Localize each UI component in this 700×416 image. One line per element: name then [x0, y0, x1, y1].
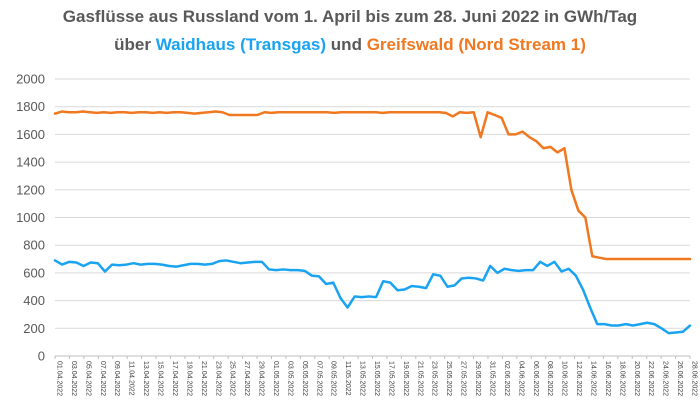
x-tick-label: 21.05.2022: [416, 361, 423, 396]
x-tick-label: 12.06.2022: [575, 361, 582, 396]
x-tick-label: 09.04.2022: [113, 361, 120, 396]
x-tick-label: 15.04.2022: [157, 361, 164, 396]
legend-waidhaus: Waidhaus (Transgas): [155, 35, 327, 54]
x-tick-label: 05.04.2022: [84, 361, 91, 396]
y-tick-label: 1600: [16, 127, 45, 142]
y-tick-label: 1800: [16, 99, 45, 114]
x-tick-label: 27.04.2022: [243, 361, 250, 396]
x-tick-label: 07.05.2022: [315, 361, 322, 396]
x-tick-label: 06.06.2022: [532, 361, 539, 396]
x-tick-label: 25.04.2022: [229, 361, 236, 396]
x-tick-label: 27.05.2022: [460, 361, 467, 396]
y-tick-label: 0: [38, 349, 45, 364]
x-tick-label: 11.05.2022: [344, 361, 351, 396]
series-line-greifswald: [53, 110, 692, 261]
x-tick-label: 16.06.2022: [604, 361, 611, 396]
x-tick-label: 08.06.2022: [546, 361, 553, 396]
x-tick-label: 07.04.2022: [99, 361, 106, 396]
x-tick-label: 13.05.2022: [359, 361, 366, 396]
x-tick-label: 29.05.2022: [474, 361, 481, 396]
title-prefix: über: [114, 35, 151, 54]
x-tick-label: 15.05.2022: [373, 361, 380, 396]
x-tick-label: 03.05.2022: [286, 361, 293, 396]
x-tick-label: 19.04.2022: [185, 361, 192, 396]
x-tick-label: 19.05.2022: [402, 361, 409, 396]
x-tick-label: 23.05.2022: [431, 361, 438, 396]
y-axis: 0 200 400 600 800 1000 1200 1400 1600 1800 2000: [16, 72, 45, 364]
x-tick-label: 01.04.2022: [56, 361, 63, 396]
x-tick-label: 25.05.2022: [445, 361, 452, 396]
x-tick-label: 20.06.2022: [633, 361, 640, 396]
x-tick-label: 03.04.2022: [70, 361, 77, 396]
x-tick-label: 05.05.2022: [301, 361, 308, 396]
x-axis: 01.04.2022 03.04.2022 05.04.2022 07.04.2022…: [54, 355, 698, 396]
y-tick-label: 600: [23, 265, 45, 280]
chart-title-line1: Gasflüsse aus Russland vom 1. April bis …: [62, 7, 638, 26]
y-tick-label: 1000: [16, 210, 45, 225]
x-tick-label: 28.06.2022: [691, 361, 698, 396]
chart-title-line2: über Waidhaus (Transgas) und Greifswald …: [0, 34, 700, 56]
y-tick-label: 200: [23, 321, 45, 336]
x-tick-label: 18.06.2022: [618, 361, 625, 396]
x-tick-label: 14.06.2022: [589, 361, 596, 396]
x-tick-label: 26.06.2022: [676, 361, 683, 396]
y-tick-label: 400: [23, 293, 45, 308]
x-tick-label: 04.06.2022: [517, 361, 524, 396]
x-tick-label: 24.06.2022: [662, 361, 669, 396]
x-tick-label: 11.04.2022: [128, 361, 135, 396]
series-lines: [53, 110, 692, 335]
x-tick-label: 29.04.2022: [258, 361, 265, 396]
y-tick-label: 1400: [16, 155, 45, 170]
x-tick-label: 17.04.2022: [171, 361, 178, 396]
title-and: und: [330, 35, 362, 54]
x-tick-label: 13.04.2022: [142, 361, 149, 396]
x-tick-label: 31.05.2022: [488, 361, 495, 396]
series-line-waidhaus: [53, 259, 692, 335]
grid-lines: [55, 78, 690, 357]
x-tick-label: 10.06.2022: [561, 361, 568, 396]
y-tick-label: 2000: [16, 72, 45, 87]
x-tick-label: 09.05.2022: [330, 361, 337, 396]
x-tick-label: 21.04.2022: [200, 361, 207, 396]
y-tick-label: 800: [23, 238, 45, 253]
y-tick-label: 1200: [16, 182, 45, 197]
x-tick-label: 17.05.2022: [387, 361, 394, 396]
x-tick-label: 02.06.2022: [503, 361, 510, 396]
x-tick-label: 01.05.2022: [272, 361, 279, 396]
x-tick-label: 22.06.2022: [647, 361, 654, 396]
legend-greifswald: Greifswald (Nord Stream 1): [366, 35, 586, 54]
x-tick-label: 23.04.2022: [214, 361, 221, 396]
